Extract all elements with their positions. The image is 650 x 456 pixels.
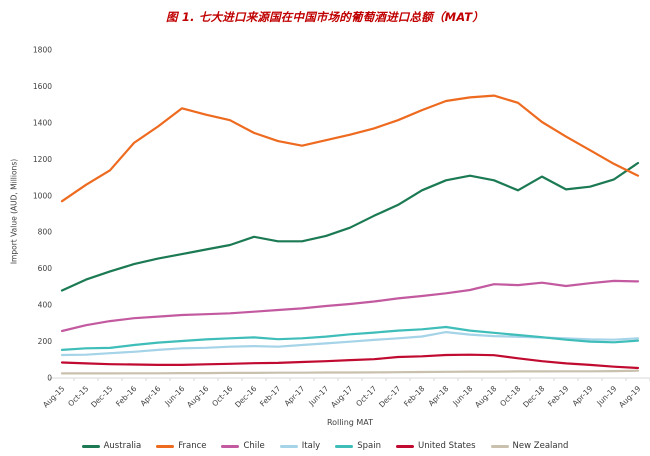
legend-label: Australia <box>103 441 142 451</box>
series-line-united-states <box>60 353 640 370</box>
legend-swatch <box>156 444 175 448</box>
legend-swatch <box>279 444 298 448</box>
y-tick-label: 1600 <box>33 82 52 91</box>
x-tick-label: Dec-16 <box>233 384 258 409</box>
legend: Australia France Chile Italy Spain United Sta… <box>0 441 650 451</box>
series-line-australia <box>60 161 640 292</box>
x-tick-label: Oct-16 <box>210 384 234 408</box>
series-line-new-zealand <box>60 369 640 375</box>
legend-item-new-zealand: New Zealand <box>490 441 569 451</box>
x-tick-label: Jun-18 <box>450 384 474 408</box>
x-tick-label: Feb-16 <box>114 384 139 409</box>
series-line-chile <box>60 279 640 333</box>
x-tick-label: Aug-18 <box>473 384 499 410</box>
x-tick-label: Aug-17 <box>329 384 355 410</box>
y-tick-label: 800 <box>38 228 53 237</box>
x-tick-label: Dec-18 <box>521 384 546 409</box>
x-tick-label: Apr-16 <box>139 384 163 408</box>
legend-label: Italy <box>301 441 321 451</box>
y-tick-label: 0 <box>47 374 52 383</box>
legend-item-spain: Spain <box>335 441 381 451</box>
legend-label: United States <box>417 441 476 451</box>
y-tick-label: 400 <box>38 301 53 310</box>
series-line-spain <box>60 325 640 351</box>
chart-title: 图 1. 七大进口来源国在中国市场的葡萄酒进口总额（MAT） <box>166 10 484 24</box>
x-tick-label: Aug-16 <box>185 384 211 410</box>
legend-label: France <box>178 441 207 451</box>
legend-item-chile: Chile <box>221 441 265 451</box>
legend-item-australia: Australia <box>81 441 142 451</box>
legend-item-france: France <box>156 441 206 451</box>
legend-label: Chile <box>243 441 265 451</box>
x-tick-label: Feb-19 <box>546 384 571 409</box>
x-tick-label: Aug-19 <box>617 384 643 410</box>
legend-swatch <box>81 444 100 448</box>
x-tick-label: Jun-17 <box>306 384 330 408</box>
y-tick-label: 1000 <box>33 191 52 200</box>
series-line-france <box>60 94 640 203</box>
legend-label: New Zealand <box>512 441 569 451</box>
x-tick-label: Dec-17 <box>377 384 402 409</box>
legend-item-united-states: United States <box>395 441 476 451</box>
x-tick-label: Oct-18 <box>498 384 522 408</box>
x-tick-label: Aug-15 <box>41 384 67 410</box>
x-tick-label: Apr-18 <box>427 384 451 408</box>
y-tick-label: 600 <box>38 264 53 273</box>
x-tick-label: Apr-19 <box>571 384 595 408</box>
legend-item-italy: Italy <box>279 441 321 451</box>
y-tick-label: 1800 <box>33 46 52 55</box>
y-axis-title: Import Value (AUD, Millions) <box>9 158 19 265</box>
legend-swatch <box>221 444 240 448</box>
y-tick-label: 200 <box>38 337 53 346</box>
legend-swatch <box>490 444 509 448</box>
y-tick-label: 1200 <box>33 155 52 164</box>
x-tick-label: Apr-17 <box>283 384 307 408</box>
x-axis-title: Rolling MAT <box>326 418 374 427</box>
x-tick-label: Oct-15 <box>66 384 90 408</box>
x-tick-label: Oct-17 <box>354 384 378 408</box>
x-tick-label: Feb-17 <box>258 384 283 409</box>
legend-swatch <box>395 444 414 448</box>
x-tick-label: Dec-15 <box>89 384 114 409</box>
y-tick-label: 1400 <box>33 118 52 127</box>
x-tick-label: Jun-16 <box>162 384 186 408</box>
x-tick-label: Feb-18 <box>402 384 427 409</box>
x-tick-label: Jun-19 <box>594 384 618 408</box>
legend-swatch <box>335 444 354 448</box>
legend-label: Spain <box>357 441 381 451</box>
